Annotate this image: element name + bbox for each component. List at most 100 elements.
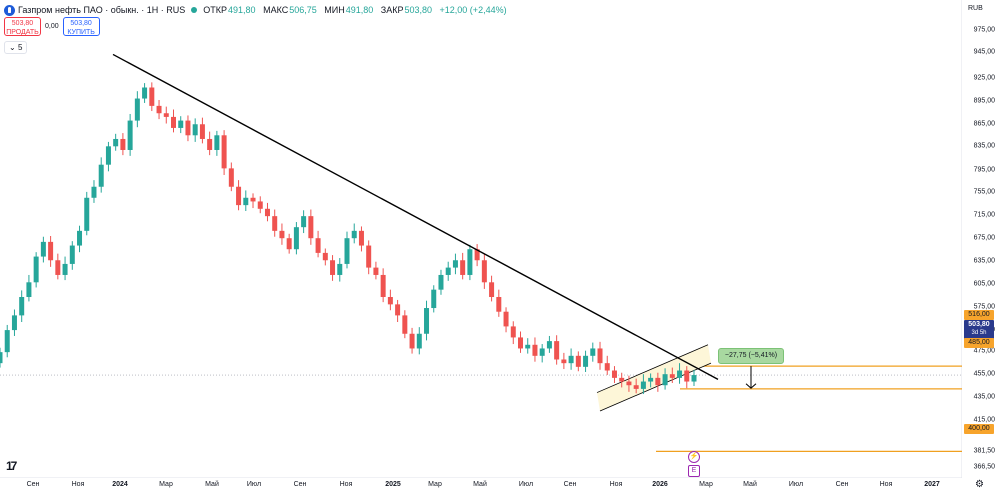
chart-legend: Газпром нефть ПАО · обыкн. · 1Н · RUS ОТ… [4,3,512,17]
candle-body [163,113,169,117]
dividend-event-icon[interactable]: ⚡ [688,451,700,463]
price-tick-label: 575,00 [973,303,995,311]
time-tick-label: Май [473,481,487,488]
candle-body [250,197,256,202]
gear-icon[interactable]: ⚙ [975,479,984,490]
candle-body [395,304,401,316]
candle-body [192,124,198,136]
candle-body [583,355,589,367]
price-tick-label: 635,00 [973,257,995,265]
candle-body [546,341,552,349]
candle-body [496,297,502,312]
low-label: МИН [324,5,345,15]
price-tick-label: 435,00 [973,393,995,401]
sell-button[interactable]: 503,80 ПРОДАТЬ [4,17,41,36]
price-tick-label: 925,00 [973,74,995,82]
price-range-measure[interactable]: −27,75 (−5,41%) [718,348,784,364]
high-label: МАКС [263,5,289,15]
close-value: 503,80 [404,5,433,15]
time-tick-label: Сен [835,481,849,488]
level-high-tag: 516,00 [964,310,994,320]
bar-countdown: 3d 5h [971,330,987,336]
buy-price: 503,80 [70,20,92,27]
candle-body [214,135,220,150]
candle-body [619,377,625,382]
candle-body [633,385,639,389]
candle-body [156,105,162,114]
price-tick-label: 715,00 [973,211,995,219]
candle-body [55,260,61,275]
time-tick-label: 2024 [112,481,128,488]
candle-body [539,348,545,356]
candle-body [330,260,336,275]
time-tick-label: Сен [26,481,40,488]
candle-body [178,120,184,128]
price-tick-label: 455,00 [973,370,995,378]
candle-body [510,326,516,338]
measure-arrow-head [745,383,757,389]
candle-body [113,138,119,147]
time-tick-label: 2025 [385,481,401,488]
candle-body [416,333,422,349]
candle-body [221,135,227,169]
candle-body [604,363,610,371]
candle-body [315,238,321,253]
symbol-title[interactable]: Газпром нефть ПАО · обыкн. · 1Н · RUS [18,5,186,15]
price-tick-label: 755,00 [973,188,995,196]
candle-body [373,267,379,275]
candle-body [0,352,3,364]
candle-body [590,348,596,356]
indicators-count: 5 [17,43,23,52]
chevron-down-icon: ⌄ [9,43,16,52]
price-tick-label: 475,00 [973,347,995,355]
candle-body [91,186,97,198]
time-tick-label: Ноя [339,481,353,488]
candle-body [575,355,581,367]
indicators-toggle-button[interactable]: ⌄ 5 [4,41,28,54]
open-value: 491,80 [228,5,256,15]
candle-body [662,374,668,386]
candle-body [279,230,285,239]
time-tick-label: Мар [428,481,442,488]
candle-body [40,241,46,257]
time-tick-label: Ноя [879,481,893,488]
time-tick-label: Мар [699,481,713,488]
time-tick-label: Июл [788,481,804,488]
candle-body [525,344,531,349]
buy-button[interactable]: 503,80 КУПИТЬ [62,17,100,36]
candle-body [380,274,386,298]
candle-body [69,245,75,264]
earnings-event-icon[interactable]: E [688,465,700,477]
channel-upper-line [596,344,709,393]
price-tick-label: 675,00 [973,234,995,242]
price-tick-label: 605,00 [973,280,995,288]
time-tick-label: Май [205,481,219,488]
candle-body [691,375,697,382]
candle-body [677,370,683,378]
price-tick-label: 975,00 [973,26,995,34]
price-tick-label: 835,00 [973,142,995,150]
candle-body [272,216,278,231]
open-label: ОТКР [203,5,228,15]
currency-label[interactable]: RUB [968,5,983,12]
time-tick-label: Июл [518,481,534,488]
candle-body [322,252,328,261]
descending-trendline [112,53,719,380]
price-chart[interactable] [0,0,962,478]
price-tick-label: 366,50 [973,463,995,471]
candle-body [4,330,10,353]
candle-body [127,120,133,150]
current-price-value: 503,80 [968,321,990,328]
candle-body [207,138,213,150]
candle-body [684,370,690,382]
candle-body [257,201,263,209]
time-tick-label: Сен [293,481,307,488]
tradingview-logo-icon[interactable]: 17 [6,459,17,473]
candle-body [228,168,234,187]
price-axis[interactable]: 975,00 945,00 925,00 895,00 865,00 835,00 795,… [962,0,1000,495]
candle-body [185,120,191,136]
candle-body [518,337,523,349]
candle-body [236,186,242,206]
candle-body [532,344,538,356]
candle-body [11,315,17,331]
